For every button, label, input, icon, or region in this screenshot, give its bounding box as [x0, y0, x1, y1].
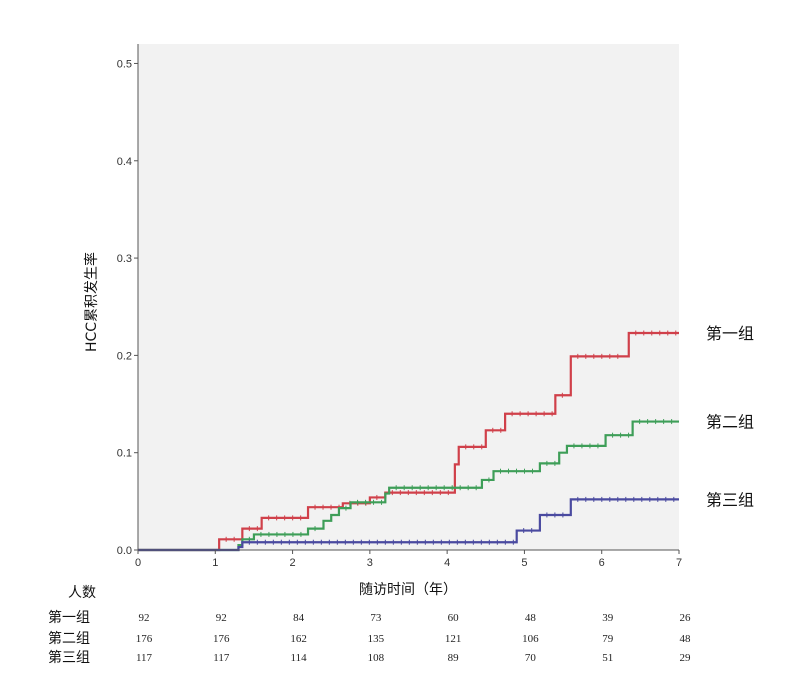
y-tick-label: 0.2 — [117, 350, 132, 362]
risk-table: 人数 第一组 92 92 84 73 60 48 39 26 第二组 176 176 162 135 121… — [48, 585, 691, 666]
x-tick-label: 7 — [676, 557, 682, 569]
axes — [137, 44, 679, 551]
risk-count: 117 — [136, 652, 153, 664]
risk-count: 26 — [680, 612, 692, 624]
x-ticks: 0 1 2 3 4 5 6 7 — [135, 550, 682, 569]
x-tick-label: 2 — [290, 557, 296, 569]
risk-count: 48 — [680, 633, 692, 645]
risk-row-label: 第三组 — [48, 649, 90, 666]
risk-count: 70 — [525, 652, 537, 664]
risk-count: 60 — [448, 612, 460, 624]
series-line-3 — [138, 498, 679, 552]
y-tick-label: 0.4 — [117, 156, 132, 168]
risk-count: 89 — [448, 652, 460, 664]
risk-count: 48 — [525, 612, 537, 624]
x-axis-title: 随访时间（年） — [359, 582, 457, 598]
risk-count: 29 — [680, 652, 692, 664]
risk-count: 108 — [368, 652, 385, 664]
risk-count: 117 — [213, 652, 230, 664]
y-tick-label: 0.0 — [117, 545, 132, 557]
x-tick-label: 1 — [212, 557, 218, 569]
risk-row-label: 第二组 — [48, 630, 90, 647]
risk-count: 92 — [139, 612, 150, 624]
y-axis-title: HCC累积发生率 — [83, 252, 100, 352]
series-label-3: 第三组 — [706, 490, 754, 509]
risk-count: 176 — [136, 633, 153, 645]
series-curves — [138, 330, 679, 552]
x-tick-label: 5 — [521, 557, 527, 569]
risk-row-label: 第一组 — [48, 609, 90, 626]
risk-count: 84 — [293, 612, 305, 624]
risk-count: 106 — [522, 633, 539, 645]
risk-table-title: 人数 — [68, 585, 96, 601]
series-line-1 — [138, 331, 679, 552]
series-label-1: 第一组 — [706, 324, 754, 343]
risk-count: 79 — [602, 633, 614, 645]
risk-count: 121 — [445, 633, 462, 645]
y-tick-label: 0.3 — [117, 253, 132, 265]
x-tick-label: 4 — [444, 557, 450, 569]
risk-count: 135 — [368, 633, 385, 645]
risk-count: 92 — [216, 612, 227, 624]
risk-count: 73 — [370, 612, 382, 624]
risk-count: 39 — [602, 612, 614, 624]
risk-count: 176 — [213, 633, 230, 645]
series-line-2 — [138, 420, 679, 552]
y-tick-label: 0.1 — [117, 448, 132, 460]
x-tick-label: 3 — [367, 557, 373, 569]
plot-area — [138, 44, 679, 550]
y-tick-label: 0.5 — [117, 58, 132, 70]
risk-count: 162 — [290, 633, 307, 645]
y-ticks: 0.0 0.1 0.2 0.3 0.4 0.5 — [117, 58, 138, 557]
series-label-2: 第二组 — [706, 413, 754, 432]
x-tick-label: 0 — [135, 557, 141, 569]
risk-count: 51 — [602, 652, 613, 664]
x-tick-label: 6 — [599, 557, 605, 569]
risk-count: 114 — [291, 652, 308, 664]
